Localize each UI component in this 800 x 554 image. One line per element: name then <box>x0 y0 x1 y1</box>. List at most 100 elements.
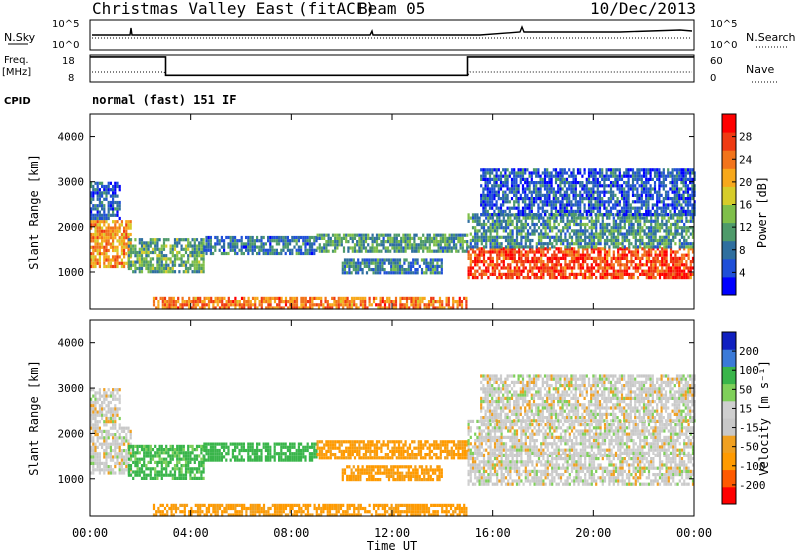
data-cell <box>616 187 619 191</box>
data-cell <box>575 222 578 227</box>
data-cell <box>647 253 651 257</box>
data-cell <box>493 226 497 230</box>
data-cell <box>350 264 353 268</box>
data-cell <box>693 177 696 181</box>
data-cell <box>634 232 637 236</box>
data-cell <box>568 181 571 185</box>
data-cell <box>686 190 690 194</box>
data-cell <box>669 213 673 217</box>
data-cell <box>530 174 533 178</box>
data-cell <box>414 306 417 310</box>
data-cell <box>152 300 156 304</box>
freq-label-line1: Freq. <box>4 55 29 66</box>
data-cell <box>513 226 516 230</box>
data-cell <box>125 458 128 462</box>
data-cell <box>493 174 496 178</box>
data-cell <box>426 236 429 240</box>
data-cell <box>515 242 519 246</box>
data-cell <box>672 263 675 267</box>
data-cell <box>647 242 651 246</box>
data-cell <box>98 394 101 398</box>
data-cell <box>304 245 307 249</box>
data-cell <box>282 235 285 240</box>
data-cell <box>636 245 640 249</box>
data-cell <box>678 168 681 172</box>
data-cell <box>680 226 684 230</box>
data-cell <box>532 168 536 172</box>
data-cell <box>265 306 268 310</box>
data-cell <box>103 423 106 427</box>
data-cell <box>353 249 357 253</box>
data-cell <box>656 256 659 260</box>
data-cell <box>650 272 653 276</box>
data-cell <box>158 257 161 261</box>
data-cell <box>581 263 585 267</box>
data-cell <box>284 245 287 249</box>
data-cell <box>134 250 137 255</box>
data-cell <box>103 420 106 424</box>
data-cell <box>510 197 514 201</box>
data-cell <box>636 253 640 257</box>
data-cell <box>267 239 270 243</box>
data-cell <box>504 193 507 197</box>
data-cell <box>485 235 488 239</box>
data-cell <box>551 276 554 280</box>
data-cell <box>184 266 188 271</box>
data-cell <box>564 247 567 251</box>
data-cell <box>620 174 624 178</box>
data-cell <box>372 296 376 300</box>
data-cell <box>414 271 417 275</box>
data-cell <box>632 229 635 233</box>
data-cell <box>621 253 624 257</box>
data-cell <box>112 468 115 472</box>
data-cell <box>540 266 543 270</box>
data-cell <box>282 239 285 243</box>
data-cell <box>399 303 402 307</box>
data-cell <box>528 184 531 188</box>
data-cell <box>559 242 563 246</box>
data-cell <box>393 236 396 240</box>
data-cell <box>422 233 425 237</box>
data-cell <box>575 229 578 233</box>
data-cell <box>607 213 610 217</box>
data-cell <box>325 240 328 244</box>
data-cell <box>304 300 307 304</box>
data-cell <box>639 229 642 233</box>
data-cell <box>90 264 93 269</box>
data-cell <box>570 253 574 257</box>
data-cell <box>623 203 626 207</box>
data-cell <box>495 184 498 188</box>
data-cell <box>242 242 245 246</box>
data-cell <box>225 303 228 307</box>
data-cell <box>138 266 141 271</box>
data-cell <box>636 171 639 175</box>
data-cell <box>145 250 148 255</box>
data-cell <box>404 249 407 253</box>
data-cell <box>145 467 148 471</box>
data-cell <box>581 253 585 257</box>
data-cell <box>608 229 611 233</box>
data-cell <box>96 452 99 456</box>
data-cell <box>554 193 558 197</box>
data-cell <box>271 251 274 256</box>
data-cell <box>114 194 117 198</box>
data-cell <box>493 266 497 270</box>
data-cell <box>474 235 477 239</box>
data-cell <box>262 245 265 249</box>
data-cell <box>484 193 487 197</box>
data-cell <box>381 300 384 304</box>
data-cell <box>658 177 661 181</box>
data-cell <box>356 233 359 237</box>
data-cell <box>652 226 655 230</box>
data-cell <box>671 190 674 194</box>
data-cell <box>612 256 615 260</box>
data-cell <box>673 168 676 172</box>
data-cell <box>631 184 635 188</box>
data-cell <box>408 246 412 250</box>
data-cell <box>650 226 653 230</box>
data-cell <box>546 247 549 251</box>
data-cell <box>595 260 598 264</box>
data-cell <box>513 260 516 264</box>
data-cell <box>90 210 93 214</box>
data-cell <box>212 251 215 256</box>
